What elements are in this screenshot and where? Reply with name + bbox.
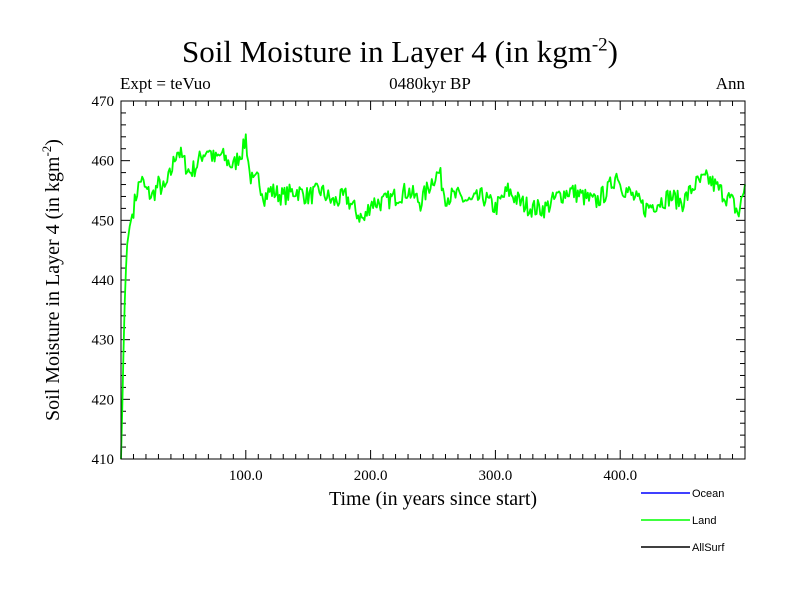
plot-frame [120, 100, 746, 460]
x-tick-labels: 100.0 200.0 300.0 400.0 [229, 468, 637, 484]
y-tick-label: 420 [92, 392, 115, 408]
x-axis-label: Time (in years since start) [329, 488, 537, 510]
x-tick-label: 400.0 [603, 468, 637, 484]
experiment-label: Expt = teVuo [120, 74, 211, 93]
period-label: 0480kyr BP [389, 74, 471, 93]
legend: Ocean Land AllSurf [641, 488, 725, 554]
x-tick-label: 300.0 [479, 468, 513, 484]
y-tick-labels: 410 420 430 440 450 460 470 [92, 94, 115, 468]
axis-ticks [121, 101, 745, 459]
x-tick-label: 100.0 [229, 468, 263, 484]
series-layer [120, 133, 746, 460]
y-tick-label: 410 [92, 452, 115, 468]
legend-label-ocean: Ocean [692, 488, 724, 500]
y-tick-label: 470 [92, 94, 115, 110]
y-tick-label: 440 [92, 273, 115, 289]
series-line-land [120, 133, 746, 460]
x-tick-label: 200.0 [354, 468, 388, 484]
legend-label-land: Land [692, 515, 716, 527]
y-tick-label: 460 [92, 154, 115, 170]
season-label: Ann [715, 74, 745, 93]
chart-title: Soil Moisture in Layer 4 (in kgm-2) [182, 34, 618, 69]
y-tick-label: 430 [92, 333, 115, 349]
y-tick-label: 450 [92, 213, 115, 229]
legend-label-allsurf: AllSurf [692, 542, 725, 554]
